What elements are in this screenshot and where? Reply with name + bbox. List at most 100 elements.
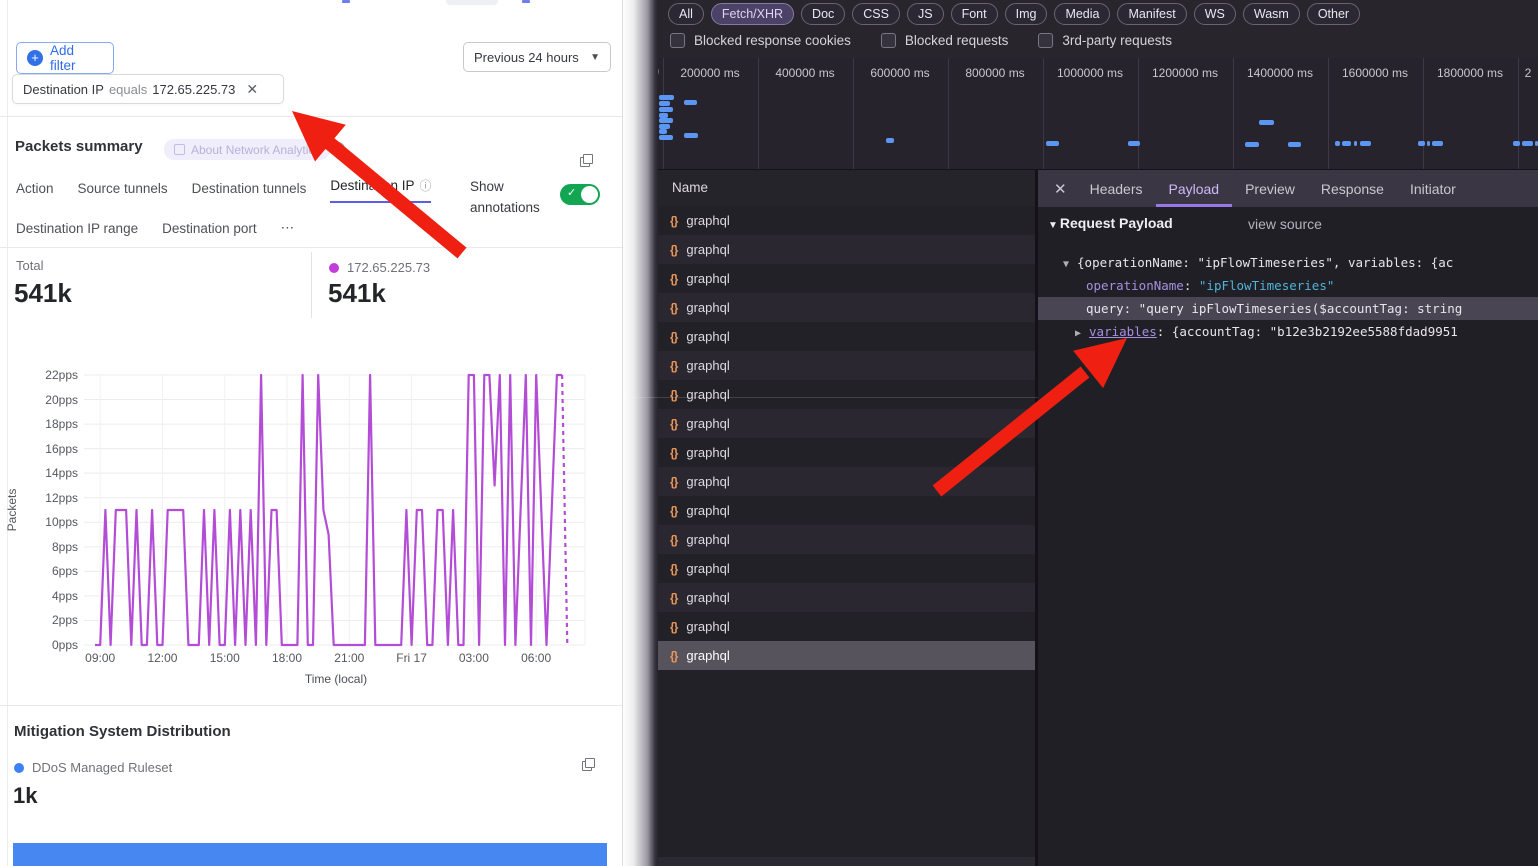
tab-destination-ip-range[interactable]: Destination IP range	[16, 221, 139, 236]
series-ip-label: 172.65.225.73	[347, 260, 431, 275]
network-request-row[interactable]: {} graphql	[658, 496, 1035, 525]
filter-pill-css[interactable]: CSS	[852, 3, 900, 25]
copy-panel-icon[interactable]	[582, 758, 595, 771]
request-payload-section[interactable]: ▼ Request Payload	[1048, 215, 1173, 231]
expander-icon[interactable]: ▶	[1075, 328, 1082, 339]
view-source-link[interactable]: view source	[1248, 216, 1322, 232]
filter-pill-fetch-xhr[interactable]: Fetch/XHR	[710, 3, 795, 25]
network-request-row[interactable]: {} graphql	[658, 641, 1035, 670]
braces-icon: {}	[670, 648, 678, 663]
remove-filter-icon[interactable]: ✕	[246, 80, 259, 97]
y-tick-label: 18pps	[45, 417, 78, 432]
timeline-gridline	[1328, 58, 1329, 169]
timeline-time-label: 1600000 ms	[1341, 66, 1409, 80]
braces-icon: {}	[670, 387, 678, 402]
screenshot-artifact-line	[622, 397, 1038, 398]
network-overview-timeline[interactable]: ) 200000 ms 400000 ms 600000 ms 800000 ms 10…	[658, 58, 1538, 170]
timeline-time-label: 1200000 ms	[1151, 66, 1219, 80]
time-range-label: Previous 24 hours	[474, 49, 579, 65]
network-request-row[interactable]: {} graphql	[658, 612, 1035, 641]
network-request-row[interactable]: {} graphql	[658, 525, 1035, 554]
expander-icon[interactable]: ▼	[1048, 220, 1058, 231]
checkbox-blocked-response-cookies[interactable]: Blocked response cookies	[670, 33, 851, 48]
page-title-clipped: All traffic	[16, 0, 216, 8]
payload-line[interactable]: ▼ {operationName: "ipFlowTimeseries", var…	[1063, 255, 1454, 270]
copy-panel-icon[interactable]	[580, 154, 593, 167]
network-request-row[interactable]: {} graphql	[658, 438, 1035, 467]
close-pane-icon[interactable]: ✕	[1054, 180, 1067, 198]
waterfall-bar	[1535, 141, 1538, 146]
checkbox-3rd-party-requests[interactable]: 3rd-party requests	[1038, 33, 1172, 48]
mitigation-legend-label: DDoS Managed Ruleset	[32, 760, 173, 775]
request-type-filters: All Fetch/XHR Doc CSS JS Font Img Media Manifest…	[668, 3, 1361, 25]
braces-icon: {}	[670, 358, 678, 373]
waterfall-bar	[1513, 141, 1520, 146]
show-annotations-label: Show annotations	[470, 179, 540, 215]
show-annotations-toggle[interactable]: ✓	[560, 184, 600, 205]
network-request-row[interactable]: {} graphql	[658, 351, 1035, 380]
waterfall-bar	[659, 135, 673, 140]
tab-[interactable]: ⋯	[280, 220, 295, 235]
tab-headers[interactable]: Headers	[1089, 180, 1143, 197]
timeline-gridline	[853, 58, 854, 169]
braces-icon: {}	[670, 329, 678, 344]
waterfall-bar	[684, 100, 697, 105]
name-column-header[interactable]: Name	[658, 170, 1035, 207]
tab-destination-tunnels[interactable]: Destination tunnels	[191, 181, 307, 196]
tab-destination-port[interactable]: Destination port	[162, 221, 257, 236]
tab-response[interactable]: Response	[1320, 180, 1384, 197]
network-request-row[interactable]: {} graphql	[658, 322, 1035, 351]
filter-pill-ws[interactable]: WS	[1193, 3, 1236, 25]
filter-pill-wasm[interactable]: Wasm	[1242, 3, 1300, 25]
tab-destination-ip[interactable]: Destination IP ⓘ	[330, 177, 432, 203]
tab-action[interactable]: Action	[16, 181, 54, 196]
filter-chip-operator: equals	[108, 81, 148, 97]
network-request-row[interactable]: {} graphql	[658, 264, 1035, 293]
pane-divider[interactable]	[1035, 170, 1038, 866]
network-request-row[interactable]: {} graphql	[658, 409, 1035, 438]
network-request-row[interactable]: {} graphql	[658, 235, 1035, 264]
payload-line[interactable]: query: "query ipFlowTimeseries($accountT…	[1038, 297, 1538, 320]
waterfall-bar	[1418, 141, 1425, 146]
filter-pill-doc[interactable]: Doc	[801, 3, 846, 25]
x-tick-label: 09:00	[85, 651, 116, 665]
tab-initiator[interactable]: Initiator	[1409, 180, 1456, 197]
network-request-row[interactable]: {} graphql	[658, 554, 1035, 583]
network-request-row[interactable]: {} graphql	[658, 380, 1035, 409]
time-range-dropdown[interactable]: Previous 24 hours ▼	[463, 42, 611, 72]
timeline-gridline	[1518, 58, 1519, 169]
braces-icon: {}	[670, 503, 678, 518]
checkbox-icon	[880, 33, 896, 48]
network-request-row[interactable]: {} graphql	[658, 293, 1035, 322]
total-value: 541k	[14, 278, 72, 308]
x-tick-label: Fri 17	[396, 651, 427, 665]
filter-pill-img[interactable]: Img	[1004, 3, 1048, 25]
network-request-row[interactable]: {} graphql	[658, 206, 1035, 235]
filter-pill-all[interactable]: All	[668, 3, 704, 25]
tab-source-tunnels[interactable]: Source tunnels	[77, 181, 168, 196]
payload-line[interactable]: ▶ variables: {accountTag: "b12e3b2192ee55…	[1075, 324, 1458, 339]
filter-pill-font[interactable]: Font	[950, 3, 998, 25]
filter-pill-manifest[interactable]: Manifest	[1117, 3, 1187, 25]
filter-pill-js[interactable]: JS	[906, 3, 944, 25]
network-request-row[interactable]: {} graphql	[658, 583, 1035, 612]
waterfall-bar	[684, 133, 698, 138]
mitigation-value: 1k	[13, 783, 38, 808]
expander-icon[interactable]: ▼	[1063, 259, 1070, 270]
packets-timeseries-chart	[84, 373, 586, 647]
filter-pill-other[interactable]: Other	[1306, 3, 1361, 25]
series-value: 541k	[328, 278, 386, 308]
x-tick-label: 15:00	[209, 651, 240, 665]
add-filter-button[interactable]: + Add filter	[16, 42, 114, 74]
clock-icon	[331, 142, 345, 156]
filter-pill-media[interactable]: Media	[1054, 3, 1111, 25]
tab-preview[interactable]: Preview	[1245, 180, 1295, 197]
checkbox-blocked-requests[interactable]: Blocked requests	[880, 33, 1008, 48]
payload-line[interactable]: operationName: "ipFlowTimeseries"	[1086, 278, 1335, 293]
about-network-analytics-badge[interactable]: About Network Analytics	[164, 139, 331, 160]
filter-chip[interactable]: Destination IP equals 172.65.225.73 ✕	[12, 74, 284, 104]
series-legend: 172.65.225.73	[329, 260, 430, 275]
network-request-row[interactable]: {} graphql	[658, 467, 1035, 496]
braces-icon: {}	[670, 590, 678, 605]
tab-payload[interactable]: Payload	[1156, 170, 1233, 207]
